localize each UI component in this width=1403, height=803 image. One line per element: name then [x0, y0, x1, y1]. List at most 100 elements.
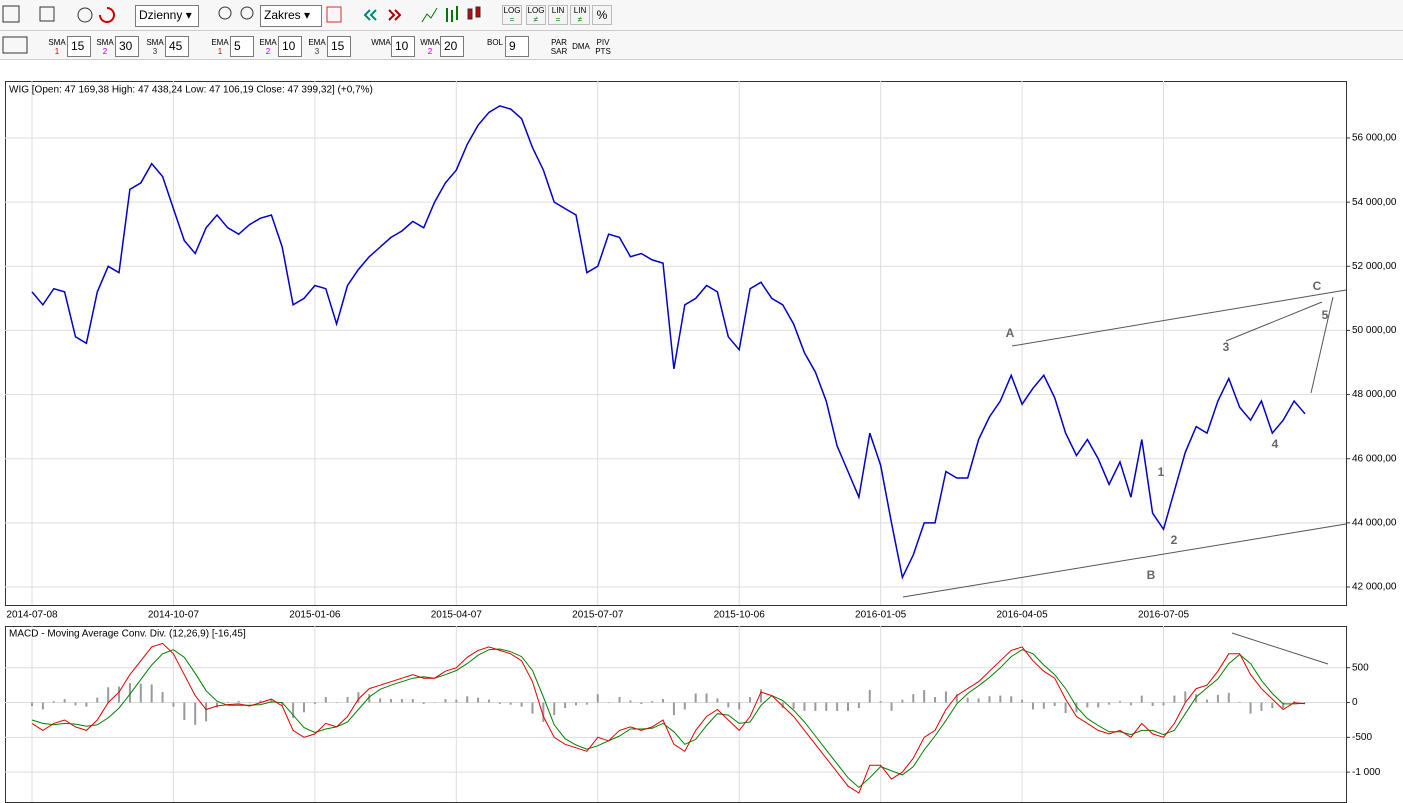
indicator-name: SMA — [96, 38, 114, 47]
histogram-bar — [1238, 701, 1241, 703]
histogram-bar — [183, 702, 186, 720]
histogram-bar — [118, 686, 121, 703]
annotation: 2 — [1171, 533, 1178, 547]
indicator-label[interactable]: WMA — [371, 38, 391, 47]
y-tick-label: -500 — [1352, 732, 1372, 743]
icon-button[interactable] — [467, 8, 473, 20]
indicator-input[interactable]: 9 — [505, 36, 529, 57]
histogram-bar — [161, 692, 164, 703]
x-tick-label: 2014-07-08 — [6, 610, 58, 621]
range-select[interactable]: Zakres ▾ — [260, 5, 322, 27]
tool-button[interactable]: DMA — [571, 42, 591, 51]
histogram-bar — [531, 702, 534, 714]
indicator-label[interactable]: BOL — [485, 38, 505, 47]
icon-button[interactable] — [77, 7, 93, 23]
icon-button[interactable] — [446, 6, 458, 22]
scale-button[interactable]: LOG = — [502, 5, 522, 25]
icon-button[interactable] — [218, 6, 232, 20]
indicator-label[interactable]: WMA 2 — [420, 38, 440, 56]
histogram-bar — [1282, 702, 1285, 709]
histogram-bar — [999, 695, 1002, 703]
range-label: Zakres — [264, 8, 301, 22]
scale-mark: = — [555, 15, 561, 24]
histogram-bar — [836, 702, 839, 711]
histogram-bar — [215, 702, 218, 708]
histogram-bar — [1053, 702, 1056, 707]
icons[interactable] — [2, 5, 481, 54]
indicator-label[interactable]: EMA 2 — [258, 38, 278, 56]
histogram-bar — [564, 702, 567, 709]
histogram-bar — [857, 702, 860, 709]
icon-button[interactable] — [388, 9, 402, 21]
indicator-label[interactable]: SMA 2 — [95, 38, 115, 56]
histogram-bar — [727, 702, 730, 708]
icon-button[interactable] — [475, 6, 481, 18]
icon-button[interactable] — [2, 36, 28, 54]
scale-button[interactable]: LIN ≠ — [570, 5, 590, 25]
scale-button[interactable]: % — [592, 5, 612, 25]
indicator-label[interactable]: SMA 3 — [145, 38, 165, 56]
histogram-bar — [814, 702, 817, 711]
indicator-name: WMA — [371, 38, 391, 47]
indicator-name: BOL — [486, 38, 503, 47]
indicator-input[interactable]: 5 — [230, 36, 254, 57]
histogram-bar — [477, 697, 480, 703]
indicator-input[interactable]: 20 — [440, 36, 464, 57]
histogram-bar — [150, 684, 153, 703]
histogram-bar — [944, 691, 947, 703]
annotations — [902, 289, 1347, 665]
indicator-input[interactable]: 15 — [67, 36, 91, 57]
histogram-bar — [1042, 702, 1045, 709]
scale-mark: ≠ — [533, 15, 539, 24]
histogram-bar — [205, 702, 208, 722]
icon-button[interactable] — [326, 6, 342, 23]
histogram-bar — [1162, 702, 1165, 706]
histogram-bar — [1260, 702, 1263, 711]
indicator-label[interactable]: SMA 1 — [47, 38, 67, 56]
histogram-bar — [1151, 702, 1154, 707]
indicator-label[interactable]: EMA 1 — [210, 38, 230, 56]
indicator-input[interactable]: 30 — [115, 36, 139, 57]
histogram-bar — [1293, 701, 1296, 703]
scale-label: LIN — [551, 6, 565, 15]
icon-button[interactable] — [39, 6, 55, 22]
indicator-index: 1 — [217, 47, 223, 56]
indicator-input[interactable]: 10 — [278, 36, 302, 57]
icon-button[interactable] — [99, 7, 115, 23]
indicator-input[interactable]: 10 — [391, 36, 415, 57]
scale-label: LOG — [503, 6, 521, 15]
histogram-bar — [379, 698, 382, 703]
scale-button[interactable]: LIN = — [548, 5, 568, 25]
histogram-bar — [259, 700, 262, 703]
series-line — [31, 105, 1306, 580]
indicator-input[interactable]: 15 — [327, 36, 351, 57]
histogram-bar — [629, 700, 632, 703]
y-tick-label: 56 000,00 — [1352, 133, 1397, 144]
icon-button[interactable] — [2, 5, 20, 23]
button-label: DMA — [572, 42, 590, 51]
histogram-bar — [422, 702, 425, 704]
histogram-bar — [444, 699, 447, 703]
indicator-label[interactable]: EMA 3 — [307, 38, 327, 56]
icon-button[interactable] — [421, 7, 438, 23]
icon-button[interactable] — [363, 9, 377, 21]
histogram-bar — [1031, 702, 1034, 710]
x-tick-label: 2016-04-05 — [997, 610, 1049, 621]
tool-button[interactable]: PIV PTS — [593, 38, 613, 56]
scale-button[interactable]: LOG ≠ — [526, 5, 546, 25]
y-tick-label: 42 000,00 — [1352, 582, 1397, 593]
histogram-bar — [618, 696, 621, 703]
tool-button[interactable]: PAR SAR — [549, 38, 569, 56]
indicator-input[interactable]: 45 — [165, 36, 189, 57]
histogram-bar — [52, 701, 55, 703]
x-tick-label: 2015-10-06 — [714, 610, 766, 621]
histogram-bar — [955, 694, 958, 703]
series-line — [31, 642, 1306, 794]
histogram-bar — [194, 702, 197, 725]
trend-line — [902, 523, 1347, 598]
histogram-bar — [672, 702, 675, 716]
icon-button[interactable] — [240, 6, 254, 20]
histogram-bar — [640, 702, 643, 704]
interval-select[interactable]: Dzienny ▾ — [135, 5, 199, 27]
histogram-bar — [759, 689, 762, 703]
